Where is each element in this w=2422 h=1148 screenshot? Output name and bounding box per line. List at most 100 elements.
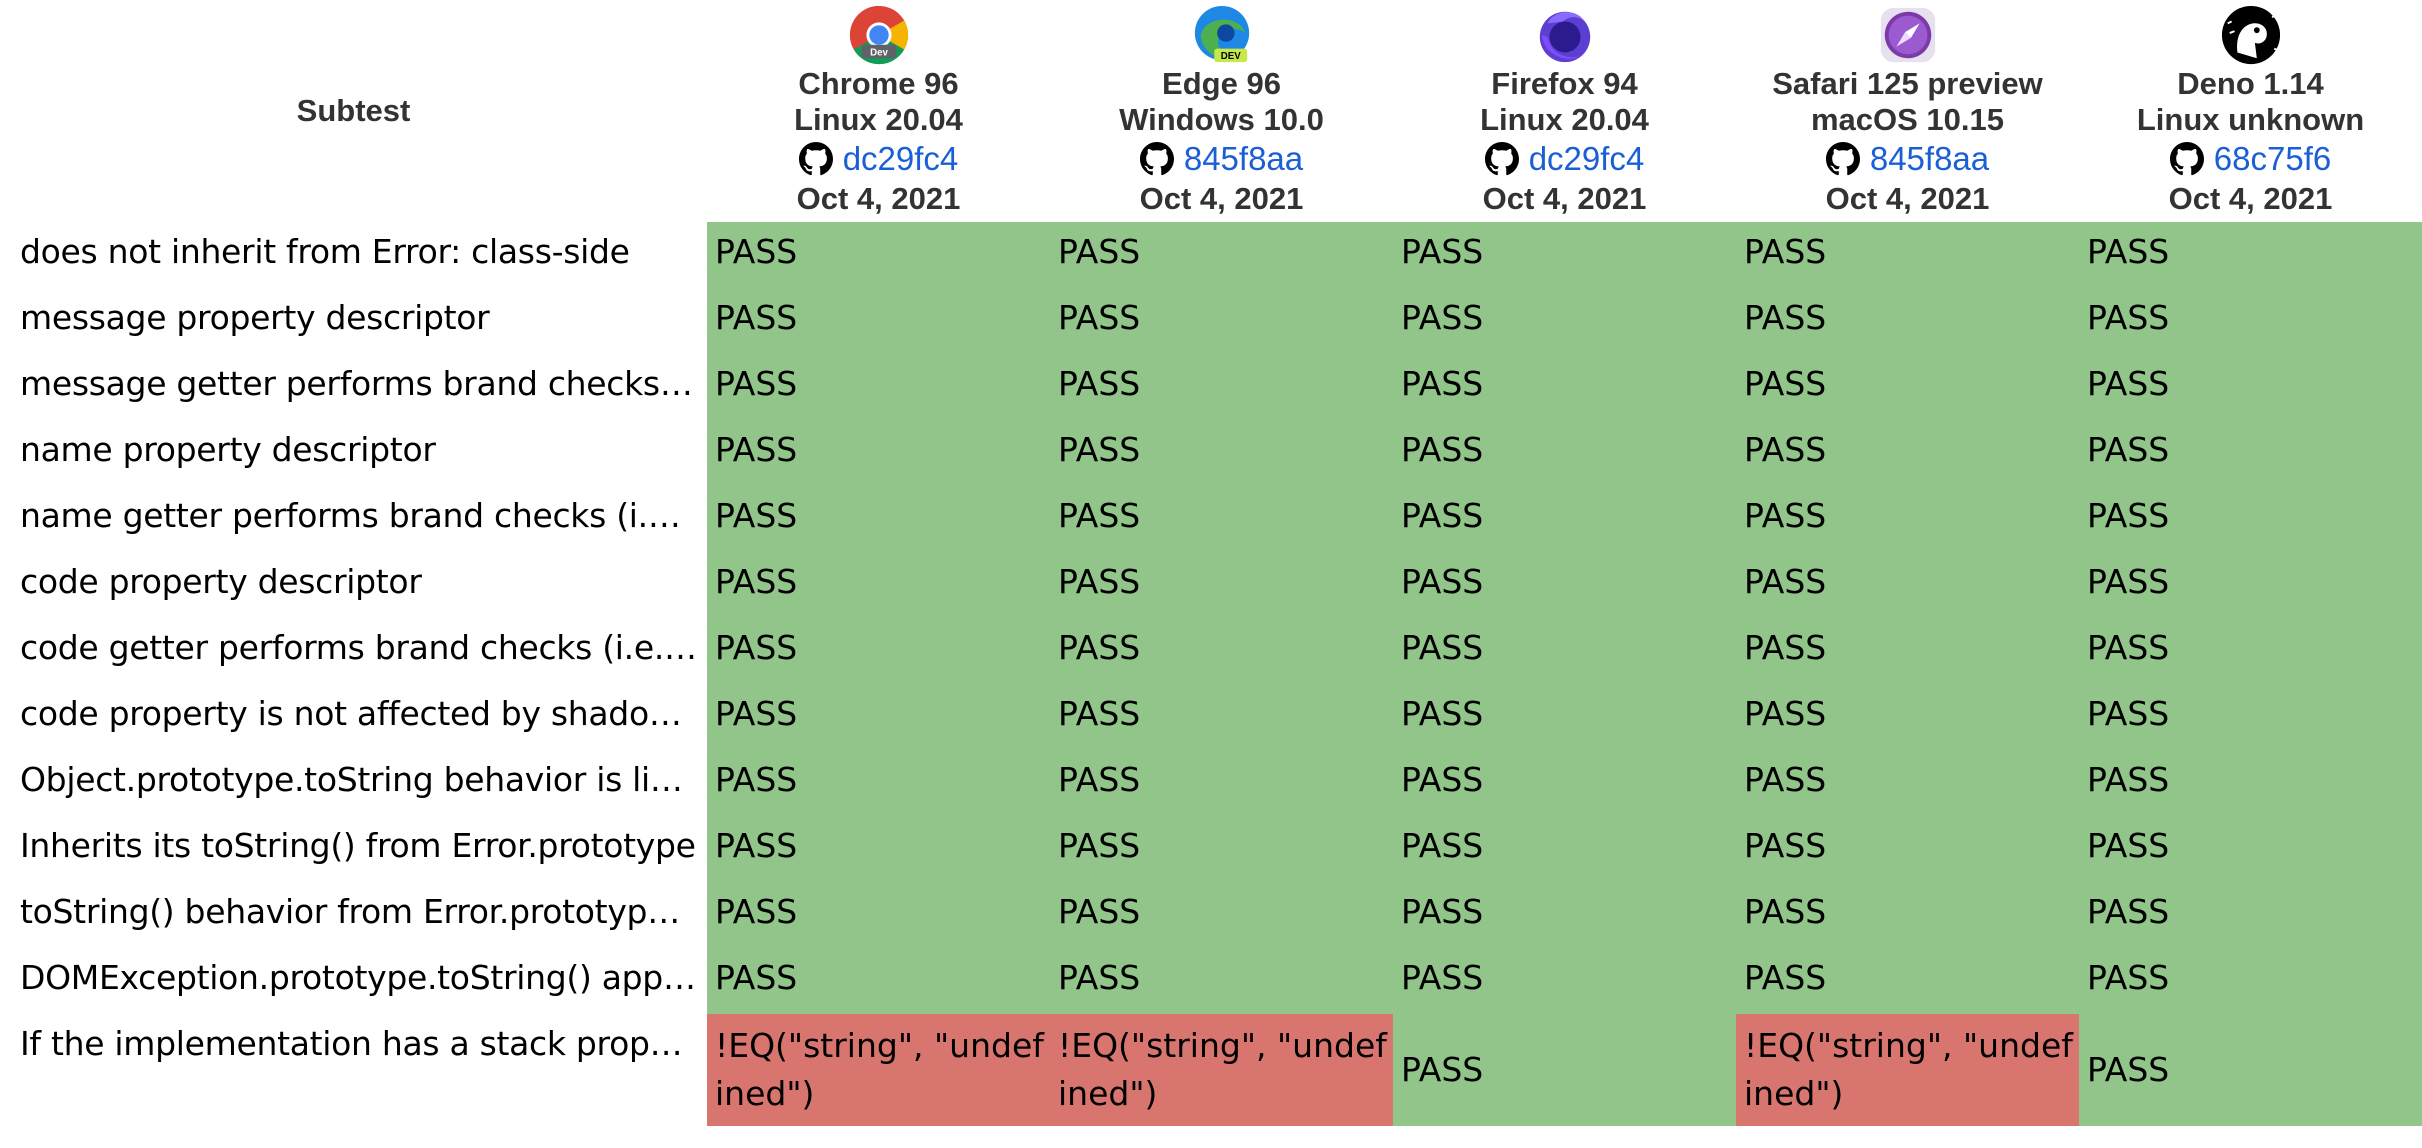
result-cell-pass[interactable]: PASS — [2079, 684, 2422, 750]
result-cell-pass[interactable]: PASS — [1393, 354, 1736, 420]
browser-header-4: Deno 1.14 Linux unknown 68c75f6 Oct 4, 2… — [2079, 0, 2422, 222]
result-cell-pass[interactable]: PASS — [2079, 816, 2422, 882]
result-cell-pass[interactable]: PASS — [707, 948, 1050, 1014]
result-cell-pass[interactable]: PASS — [1050, 288, 1393, 354]
result-cell-pass[interactable]: PASS — [1736, 816, 2079, 882]
result-cell-pass[interactable]: PASS — [1050, 882, 1393, 948]
result-cell-pass[interactable]: PASS — [1050, 552, 1393, 618]
result-cell-pass[interactable]: PASS — [1736, 882, 2079, 948]
result-cell-pass[interactable]: PASS — [707, 288, 1050, 354]
result-cell-pass[interactable]: PASS — [707, 552, 1050, 618]
subtest-name[interactable]: Object.prototype.toString behavior is li… — [20, 760, 700, 799]
result-cell-pass[interactable]: PASS — [1393, 948, 1736, 1014]
result-cell-pass[interactable]: PASS — [1050, 948, 1393, 1014]
subtest-name[interactable]: name getter performs brand checks (i.e. … — [20, 496, 700, 535]
subtest-name[interactable]: Inherits its toString() from Error.proto… — [20, 826, 696, 865]
result-cell-pass[interactable]: PASS — [1736, 750, 2079, 816]
result-cell-pass[interactable]: PASS — [1050, 486, 1393, 552]
subtest-name[interactable]: does not inherit from Error: class-side — [20, 232, 630, 271]
subtest-name[interactable]: toString() behavior from Error.prototype… — [20, 892, 700, 931]
result-cell-pass[interactable]: PASS — [1393, 618, 1736, 684]
result-cell-pass[interactable]: PASS — [1736, 354, 2079, 420]
result-cell-pass[interactable]: PASS — [707, 486, 1050, 552]
result-text: PASS — [1401, 628, 1484, 667]
result-cell-pass[interactable]: PASS — [1736, 948, 2079, 1014]
result-text: PASS — [1058, 958, 1141, 997]
result-cell-pass[interactable]: PASS — [1736, 552, 2079, 618]
result-cell-pass[interactable]: PASS — [1736, 222, 2079, 288]
result-cell-pass[interactable]: PASS — [707, 750, 1050, 816]
revision-line[interactable]: 68c75f6 — [2079, 138, 2422, 180]
result-text: PASS — [1401, 1050, 1484, 1089]
result-text: PASS — [1401, 958, 1484, 997]
result-cell-pass[interactable]: PASS — [1736, 618, 2079, 684]
revision-link[interactable]: dc29fc4 — [842, 140, 959, 177]
result-cell-pass[interactable]: PASS — [1050, 816, 1393, 882]
result-cell-pass[interactable]: PASS — [1393, 420, 1736, 486]
result-cell-pass[interactable]: PASS — [2079, 618, 2422, 684]
result-cell-pass[interactable]: PASS — [2079, 486, 2422, 552]
result-cell-pass[interactable]: PASS — [1736, 420, 2079, 486]
result-cell-pass[interactable]: PASS — [1393, 816, 1736, 882]
result-cell-pass[interactable]: PASS — [707, 684, 1050, 750]
result-cell-pass[interactable]: PASS — [2079, 354, 2422, 420]
subtest-name[interactable]: If the implementation has a stack proper… — [20, 1024, 700, 1063]
subtest-name[interactable]: name property descriptor — [20, 430, 436, 469]
result-cell-pass[interactable]: PASS — [1050, 750, 1393, 816]
result-text: PASS — [1058, 232, 1141, 271]
result-cell-fail[interactable]: !EQ("string", "undefined") — [1050, 1014, 1393, 1126]
result-cell-pass[interactable]: PASS — [1393, 288, 1736, 354]
subtest-name[interactable]: message getter performs brand checks (i.… — [20, 364, 700, 403]
result-cell-fail[interactable]: !EQ("string", "undefined") — [1736, 1014, 2079, 1126]
result-cell-pass[interactable]: PASS — [2079, 948, 2422, 1014]
result-cell-pass[interactable]: PASS — [707, 222, 1050, 288]
subtest-name[interactable]: code getter performs brand checks (i.e. … — [20, 628, 700, 667]
result-cell-pass[interactable]: PASS — [2079, 420, 2422, 486]
subtest-name[interactable]: code property is not affected by shadowi… — [20, 694, 700, 733]
revision-line[interactable]: 845f8aa — [1050, 138, 1393, 180]
result-cell-pass[interactable]: PASS — [1050, 222, 1393, 288]
result-cell-pass[interactable]: PASS — [1050, 618, 1393, 684]
result-cell-pass[interactable]: PASS — [2079, 288, 2422, 354]
result-text: PASS — [1401, 826, 1484, 865]
result-cell-pass[interactable]: PASS — [1393, 222, 1736, 288]
result-text: PASS — [715, 496, 798, 535]
result-cell-pass[interactable]: PASS — [1050, 354, 1393, 420]
result-cell-pass[interactable]: PASS — [1736, 684, 2079, 750]
revision-line[interactable]: 845f8aa — [1736, 138, 2079, 180]
result-cell-pass[interactable]: PASS — [1736, 486, 2079, 552]
revision-line[interactable]: dc29fc4 — [1393, 138, 1736, 180]
result-cell-pass[interactable]: PASS — [2079, 222, 2422, 288]
result-cell-pass[interactable]: PASS — [1050, 684, 1393, 750]
result-text: PASS — [2087, 628, 2170, 667]
result-cell-fail[interactable]: !EQ("string", "undefined") — [707, 1014, 1050, 1126]
revision-link[interactable]: 845f8aa — [1869, 140, 1990, 177]
subtest-name[interactable]: code property descriptor — [20, 562, 422, 601]
result-text: PASS — [715, 958, 798, 997]
revision-line[interactable]: dc29fc4 — [707, 138, 1050, 180]
result-cell-pass[interactable]: PASS — [707, 882, 1050, 948]
result-cell-pass[interactable]: PASS — [2079, 552, 2422, 618]
result-cell-pass[interactable]: PASS — [1050, 420, 1393, 486]
revision-link[interactable]: 845f8aa — [1183, 140, 1304, 177]
result-cell-pass[interactable]: PASS — [1393, 486, 1736, 552]
result-text: PASS — [1401, 298, 1484, 337]
revision-link[interactable]: 68c75f6 — [2213, 140, 2332, 177]
subtest-name[interactable]: DOMException.prototype.toString() applie… — [20, 958, 700, 997]
result-cell-pass[interactable]: PASS — [2079, 882, 2422, 948]
chrome-dev-icon: Dev — [848, 4, 910, 66]
result-cell-pass[interactable]: PASS — [707, 354, 1050, 420]
result-cell-pass[interactable]: PASS — [2079, 750, 2422, 816]
subtest-name[interactable]: message property descriptor — [20, 298, 490, 337]
result-cell-pass[interactable]: PASS — [2079, 1014, 2422, 1126]
result-cell-pass[interactable]: PASS — [1736, 288, 2079, 354]
result-cell-pass[interactable]: PASS — [707, 618, 1050, 684]
result-cell-pass[interactable]: PASS — [1393, 1014, 1736, 1126]
result-cell-pass[interactable]: PASS — [1393, 684, 1736, 750]
revision-link[interactable]: dc29fc4 — [1528, 140, 1645, 177]
result-cell-pass[interactable]: PASS — [1393, 552, 1736, 618]
result-cell-pass[interactable]: PASS — [1393, 882, 1736, 948]
result-cell-pass[interactable]: PASS — [1393, 750, 1736, 816]
result-cell-pass[interactable]: PASS — [707, 816, 1050, 882]
result-cell-pass[interactable]: PASS — [707, 420, 1050, 486]
